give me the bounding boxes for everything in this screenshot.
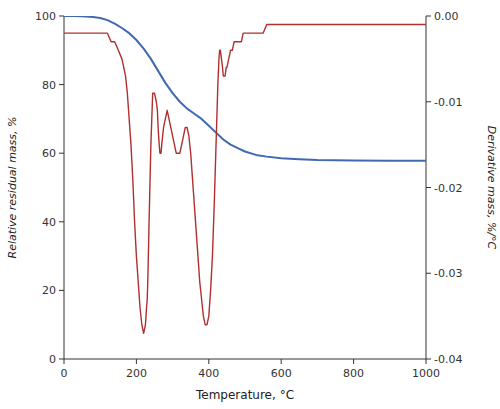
y-tick — [59, 290, 64, 291]
x-tick-label: 0 — [61, 367, 68, 380]
y2-tick-label: -0.02 — [434, 182, 462, 195]
chart: 0 200 400 600 800 1000 0 20 40 60 80 100 -0.04 -0.03 -… — [0, 0, 500, 409]
y-tick-label: 60 — [42, 147, 56, 160]
x-tick-label: 600 — [271, 367, 292, 380]
axes: 0 200 400 600 800 1000 0 20 40 60 80 100 -0.04 -0.03 -… — [35, 10, 462, 380]
y2-tick — [426, 273, 431, 274]
y-tick — [59, 221, 64, 222]
y-tick-label: 100 — [35, 10, 56, 23]
x-tick — [208, 359, 209, 364]
series-line — [64, 25, 426, 334]
y2-tick — [426, 16, 431, 17]
y-axis-title: Relative residual mass, % — [6, 116, 19, 258]
chart-container: 0 200 400 600 800 1000 0 20 40 60 80 100 -0.04 -0.03 -… — [0, 0, 500, 409]
y2-tick-label: 0.00 — [434, 10, 459, 23]
x-tick — [136, 359, 137, 364]
x-tick-label: 1000 — [412, 367, 440, 380]
y2-tick — [426, 359, 431, 360]
y-tick — [59, 16, 64, 17]
x-tick-label: 200 — [126, 367, 147, 380]
y-tick — [59, 359, 64, 360]
x-tick — [64, 359, 65, 364]
x-axis-line — [64, 359, 426, 360]
x-tick — [281, 359, 282, 364]
y-tick — [59, 153, 64, 154]
y2-axis-title: Derivative mass, %/°C — [485, 126, 498, 250]
y-tick-label: 0 — [49, 353, 56, 366]
y-tick-label: 40 — [42, 216, 56, 229]
y-axis-line — [64, 16, 65, 359]
x-tick-label: 400 — [198, 367, 219, 380]
series-line — [64, 16, 426, 161]
y-tick-label: 80 — [42, 79, 56, 92]
plot-area — [64, 16, 426, 333]
y2-tick — [426, 101, 431, 102]
x-tick — [353, 359, 354, 364]
y2-tick-label: -0.03 — [434, 267, 462, 280]
y2-tick-label: -0.04 — [434, 353, 462, 366]
y2-tick — [426, 187, 431, 188]
x-axis-title: Temperature, °C — [195, 388, 294, 402]
y-tick — [59, 84, 64, 85]
x-tick-label: 800 — [343, 367, 364, 380]
y-tick-label: 20 — [42, 284, 56, 297]
y2-tick-label: -0.01 — [434, 96, 462, 109]
x-tick — [426, 359, 427, 364]
